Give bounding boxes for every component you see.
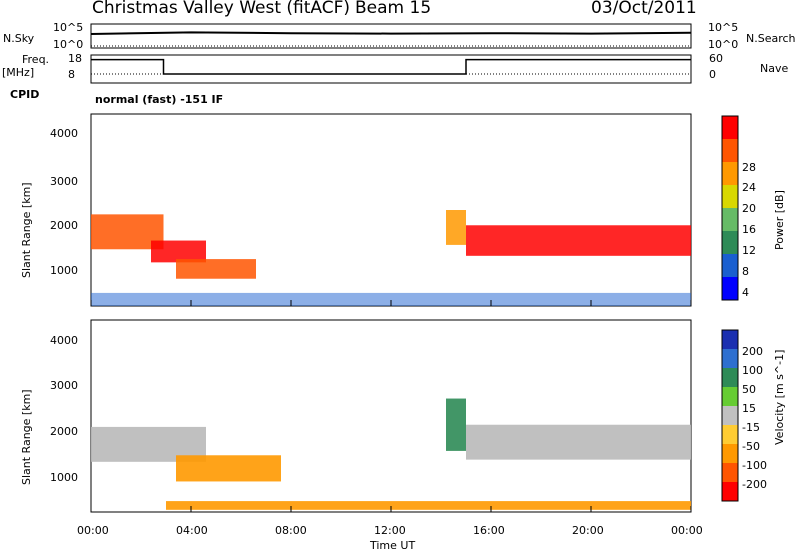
velocity-cb-tick: -200	[742, 478, 767, 491]
velocity-cb-tick: -100	[742, 459, 767, 472]
velocity-panel-frame	[90, 319, 692, 513]
freq-panel-frame	[90, 54, 692, 84]
nave-tick-bottom: 0	[709, 68, 716, 81]
freq-line	[91, 58, 691, 75]
date-label: 03/Oct/2011	[591, 0, 697, 18]
station-title: Christmas Valley West (fitACF)	[92, 0, 351, 18]
power-colorbar-cell	[722, 185, 738, 208]
nave-label: Nave	[760, 62, 789, 75]
velocity-ytick: 1000	[50, 471, 78, 484]
power-echo-region	[151, 240, 206, 263]
velocity-ytick: 3000	[50, 379, 78, 392]
velocity-colorbar-cell	[722, 482, 738, 501]
freq-label: Freq.	[22, 53, 50, 66]
velocity-colorbar-cell	[722, 444, 738, 463]
nsearch-label: N.Search	[746, 32, 796, 45]
xtick: 20:00	[572, 524, 604, 537]
velocity-echo-region	[446, 398, 466, 451]
power-colorbar-frame	[721, 115, 739, 301]
power-colorbar-cell	[722, 208, 738, 231]
xtick: 00:00	[77, 524, 109, 537]
power-colorbar-cell	[722, 231, 738, 254]
power-colorbar-cell	[722, 162, 738, 185]
nsky-line	[90, 31, 692, 35]
power-cb-tick: 12	[742, 244, 756, 257]
xtick: 04:00	[176, 524, 208, 537]
power-cb-tick: 4	[742, 286, 749, 299]
xtick: 00:00	[671, 524, 703, 537]
cpid-label: CPID	[10, 88, 40, 101]
power-cb-tick: 8	[742, 265, 749, 278]
velocity-ytick: 2000	[50, 425, 78, 438]
velocity-colorbar-cell	[722, 463, 738, 482]
power-ytick: 4000	[50, 127, 78, 140]
velocity-ytick: 4000	[50, 334, 78, 347]
velocity-cb-tick: -15	[742, 421, 760, 434]
noise-tick-left-bottom: 10^0	[53, 38, 84, 51]
power-colorbar-cell	[722, 139, 738, 162]
velocity-colorbar-frame	[721, 329, 739, 502]
noise-tick-right-top: 10^5	[708, 21, 739, 34]
power-cb-tick: 20	[742, 202, 756, 215]
nave-tick-top: 60	[709, 52, 723, 65]
power-ytick: 1000	[50, 264, 78, 277]
power-echo-region	[466, 225, 691, 256]
noise-panel-frame	[90, 23, 692, 49]
velocity-cb-tick: 100	[742, 364, 763, 377]
noise-tick-right-bottom: 10^0	[708, 38, 739, 51]
xtick: 08:00	[275, 524, 307, 537]
velocity-echo-region	[166, 501, 691, 510]
velocity-colorbar-cell	[722, 330, 738, 349]
freq-tick-top: 18	[68, 52, 82, 65]
power-cb-tick: 28	[742, 161, 756, 174]
freq-tick-bottom: 8	[68, 68, 75, 81]
velocity-cb-tick: 15	[742, 402, 756, 415]
power-colorbar-cell	[722, 116, 738, 139]
power-colorbar-cell	[722, 277, 738, 300]
power-near-range-band	[91, 292, 691, 306]
velocity-colorbar-cell	[722, 368, 738, 387]
velocity-colorbar-cell	[722, 387, 738, 406]
xtick: 16:00	[473, 524, 505, 537]
cpid-text: normal (fast) -151 IF	[95, 93, 224, 106]
power-ytick: 2000	[50, 219, 78, 232]
power-cb-tick: 24	[742, 181, 756, 194]
noise-tick-left-top: 10^5	[53, 21, 84, 34]
power-cb-tick: 16	[742, 223, 756, 236]
velocity-cb-tick: 200	[742, 345, 763, 358]
velocity-colorbar-cell	[722, 425, 738, 444]
power-colorbar-cell	[722, 254, 738, 277]
velocity-cb-tick: 50	[742, 383, 756, 396]
velocity-colorbar-cell	[722, 349, 738, 368]
beam-label: Beam 15	[355, 0, 432, 18]
nsky-label: N.Sky	[3, 32, 35, 45]
velocity-echo-region	[466, 424, 691, 460]
power-echo-region	[176, 259, 256, 279]
freq-unit: [MHz]	[2, 66, 35, 79]
velocity-echo-region	[176, 455, 281, 482]
xtick: 12:00	[374, 524, 406, 537]
xaxis-label: Time UT	[370, 539, 416, 552]
velocity-colorbar-cell	[722, 406, 738, 425]
power-ytick: 3000	[50, 175, 78, 188]
velocity-cb-tick: -50	[742, 440, 760, 453]
power-echo-region	[446, 210, 466, 245]
